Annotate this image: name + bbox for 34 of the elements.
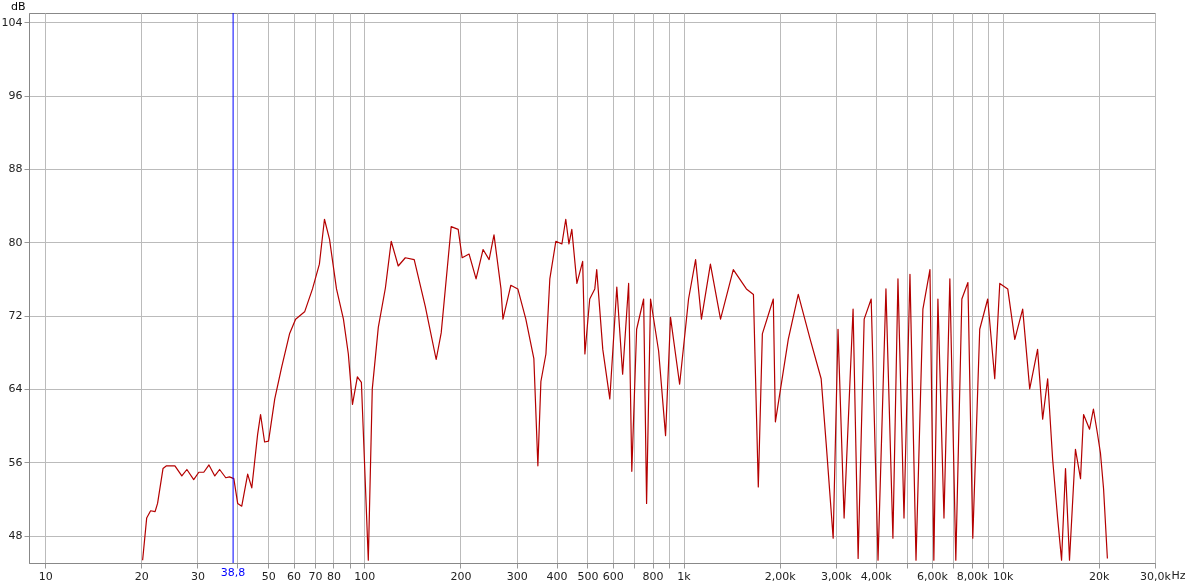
- x-tick-label: 8,00k: [956, 569, 989, 583]
- y-tick-label: 72: [8, 309, 23, 322]
- y-tick-label: 96: [8, 89, 23, 102]
- x-axis-title: Hz: [1171, 568, 1186, 582]
- x-tick-label: 70: [308, 569, 323, 583]
- y-tick-label: 56: [8, 455, 23, 469]
- x-tick-label: 2,00k: [764, 569, 797, 583]
- ref-line-label: 38,8: [220, 566, 246, 579]
- x-tick-label: 60: [287, 569, 302, 583]
- x-tick-label: 50: [261, 569, 276, 583]
- x-tick-label: 10k: [993, 569, 1015, 583]
- x-tick-label: 30,0k: [1140, 569, 1172, 583]
- x-tick-label: 800: [642, 569, 664, 583]
- x-tick-label: 10: [38, 569, 53, 583]
- x-tick-label: 200: [450, 569, 472, 583]
- x-tick-label: 100: [354, 569, 376, 583]
- y-axis-title: dB: [10, 0, 26, 13]
- x-tick-label: 1k: [677, 569, 692, 583]
- x-tick-label: 400: [546, 569, 568, 583]
- y-tick-label: 64: [8, 382, 23, 396]
- x-tick-label: 20k: [1089, 569, 1111, 583]
- y-tick-label: 80: [8, 235, 23, 249]
- x-tick-label: 3,00k: [820, 569, 853, 583]
- x-tick-label: 20: [134, 569, 149, 583]
- y-tick-label: 88: [8, 162, 23, 176]
- x-tick-label: 30: [190, 569, 205, 583]
- x-tick-label: 4,00k: [860, 569, 893, 583]
- x-tick-label: 500: [577, 569, 599, 583]
- x-tick-label: 6,00k: [916, 569, 949, 583]
- x-tick-label: 80: [326, 569, 341, 583]
- x-tick-label: 600: [602, 569, 624, 583]
- y-tick-label: 104: [1, 15, 23, 29]
- x-tick-label: 300: [506, 569, 528, 583]
- y-tick-label: 48: [8, 529, 23, 542]
